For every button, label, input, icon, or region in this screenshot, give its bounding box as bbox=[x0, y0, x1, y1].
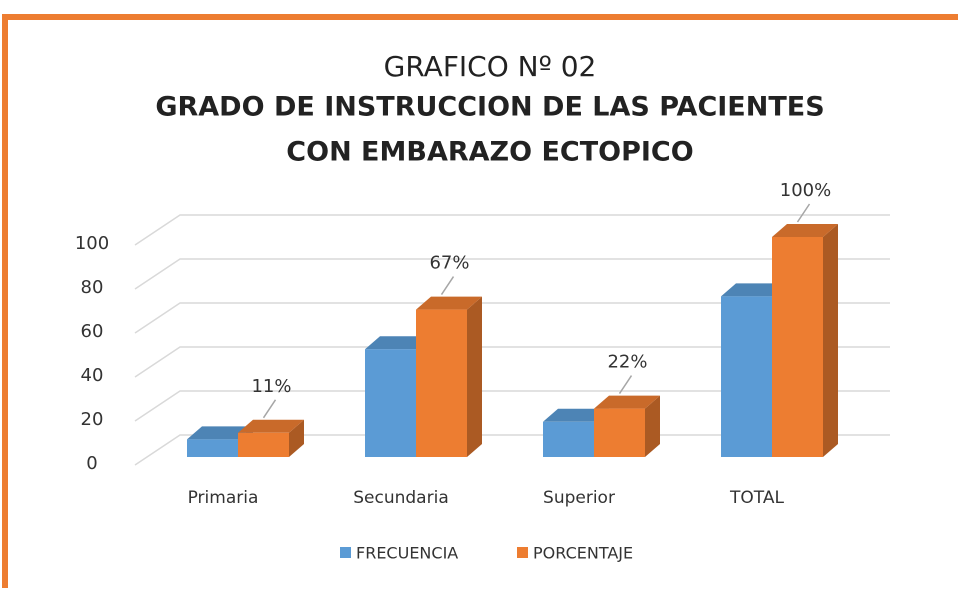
bar bbox=[543, 421, 594, 457]
y-tick-label: 80 bbox=[81, 277, 104, 298]
y-tick-label: 40 bbox=[81, 365, 104, 386]
chart-title: CON EMBARAZO ECTOPICO bbox=[286, 137, 693, 168]
bar-top bbox=[594, 395, 660, 409]
bar-side bbox=[289, 419, 304, 457]
value-label: 67% bbox=[429, 253, 469, 274]
x-tick-label: Superior bbox=[543, 488, 615, 508]
frame bbox=[2, 14, 958, 588]
bar bbox=[416, 309, 467, 457]
bar bbox=[238, 432, 289, 457]
leader-line bbox=[262, 399, 277, 419]
x-tick-label: TOTAL bbox=[729, 488, 784, 508]
grid-line bbox=[134, 302, 890, 334]
bar bbox=[721, 296, 772, 457]
grid-line bbox=[134, 214, 890, 246]
x-tick-label: Secundaria bbox=[353, 488, 448, 508]
bar-top bbox=[543, 408, 609, 422]
y-tick-label: 100 bbox=[75, 233, 109, 254]
bar-side bbox=[467, 296, 482, 457]
legend-swatch bbox=[517, 547, 528, 558]
value-label: 22% bbox=[607, 352, 647, 373]
bar-side bbox=[645, 395, 660, 457]
legend-label: FRECUENCIA bbox=[356, 544, 458, 563]
legend-label: PORCENTAJE bbox=[533, 544, 633, 563]
leader-line bbox=[618, 375, 633, 395]
y-tick-label: 20 bbox=[81, 409, 104, 430]
bar-top bbox=[772, 224, 838, 237]
bar-top bbox=[721, 283, 787, 297]
y-tick-label: 60 bbox=[81, 321, 104, 342]
bar-top bbox=[416, 296, 482, 310]
leader-line bbox=[440, 276, 455, 296]
bar bbox=[594, 408, 645, 457]
bar bbox=[772, 237, 823, 457]
grid-line bbox=[134, 390, 890, 422]
bar-side bbox=[823, 224, 838, 457]
bar bbox=[365, 349, 416, 457]
chart-title: GRADO DE INSTRUCCION DE LAS PACIENTES bbox=[155, 92, 824, 123]
grid-line bbox=[134, 258, 890, 290]
bar-top bbox=[365, 336, 431, 350]
legend-swatch bbox=[340, 547, 351, 558]
y-tick-label: 0 bbox=[86, 453, 97, 474]
value-label: 11% bbox=[251, 376, 291, 397]
leader-line bbox=[796, 203, 811, 223]
chart-title: GRAFICO Nº 02 bbox=[384, 50, 597, 83]
bar-top bbox=[238, 419, 304, 433]
value-label: 100% bbox=[780, 180, 831, 201]
x-tick-label: Primaria bbox=[188, 488, 259, 508]
grid-line bbox=[134, 346, 890, 378]
bar-top bbox=[187, 426, 253, 440]
bar bbox=[187, 439, 238, 457]
